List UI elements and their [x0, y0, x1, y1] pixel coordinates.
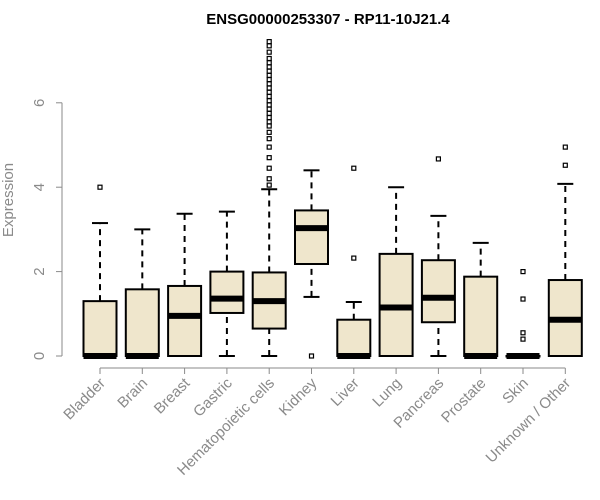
- outlier-point: [435, 156, 441, 162]
- outlier-point: [266, 102, 272, 108]
- box-series: [82, 39, 583, 359]
- y-tick-label: 2: [31, 267, 48, 275]
- x-tick-label: Liver: [328, 375, 363, 410]
- outlier-point: [266, 93, 272, 100]
- outlier-point: [351, 165, 357, 171]
- outlier-point: [266, 129, 272, 135]
- outlier-point: [266, 106, 272, 112]
- outlier-point: [520, 296, 526, 302]
- outlier-point: [266, 60, 272, 66]
- box-group: [251, 39, 287, 357]
- outlier-point: [351, 255, 357, 261]
- outlier-point: [266, 182, 272, 188]
- outlier-point: [266, 89, 272, 95]
- outlier-point: [562, 162, 568, 168]
- box-group: [209, 210, 245, 357]
- box-iqr: [420, 259, 456, 324]
- outlier-point: [520, 330, 526, 336]
- box-iqr: [336, 318, 372, 358]
- box-iqr: [167, 284, 203, 357]
- box-iqr: [209, 270, 245, 314]
- outlier-point: [266, 176, 272, 182]
- outlier-point: [97, 184, 103, 190]
- outlier-point: [266, 39, 272, 45]
- x-tick-label: Kidney: [276, 374, 321, 419]
- outlier-point: [266, 114, 272, 121]
- outlier-point: [266, 43, 272, 49]
- x-tick-label: Breast: [151, 374, 194, 417]
- outlier-point: [562, 144, 568, 150]
- box-group: [463, 241, 499, 359]
- outlier-point: [308, 353, 315, 359]
- box-group: [378, 186, 414, 358]
- x-tick-label: Bladder: [60, 375, 109, 424]
- outlier-point: [520, 336, 526, 342]
- outlier-point: [266, 144, 272, 150]
- outlier-point: [266, 72, 272, 78]
- y-axis-label: Expression: [0, 163, 17, 237]
- box-iqr: [82, 300, 118, 358]
- outlier-point: [266, 119, 272, 125]
- box-iqr: [124, 288, 160, 358]
- outlier-point: [266, 98, 272, 104]
- outlier-point: [266, 123, 272, 129]
- chart-title: ENSG00000253307 - RP11-10J21.4: [206, 11, 450, 28]
- y-tick-label: 0: [31, 352, 48, 360]
- outlier-point: [266, 85, 272, 91]
- outlier-point: [266, 81, 272, 87]
- box-group: [336, 165, 372, 359]
- x-tick-label: Brain: [114, 375, 151, 412]
- x-tick-label: Skin: [499, 375, 532, 408]
- box-group: [505, 269, 541, 359]
- outlier-point: [266, 55, 272, 62]
- box-group: [167, 212, 203, 357]
- outlier-point: [266, 76, 272, 83]
- x-tick-label: Prostate: [438, 375, 490, 427]
- box-iqr: [294, 209, 329, 266]
- box-group: [82, 184, 118, 359]
- box-group: [547, 144, 583, 358]
- box-iqr: [463, 275, 499, 357]
- outlier-point: [266, 136, 272, 142]
- outlier-point: [266, 165, 272, 171]
- outlier-point: [266, 49, 272, 55]
- outlier-point: [266, 155, 272, 161]
- y-axis: 0 2 4 6: [31, 99, 63, 360]
- x-tick-label: Lung: [369, 375, 405, 411]
- outlier-point: [266, 110, 272, 116]
- y-tick-label: 4: [31, 183, 48, 191]
- box-group: [420, 156, 456, 357]
- box-group: [124, 228, 160, 359]
- y-tick-label: 6: [31, 99, 48, 107]
- outlier-point: [266, 68, 272, 74]
- outlier-point: [266, 64, 272, 70]
- outlier-point: [520, 269, 526, 275]
- box-group: [294, 169, 329, 359]
